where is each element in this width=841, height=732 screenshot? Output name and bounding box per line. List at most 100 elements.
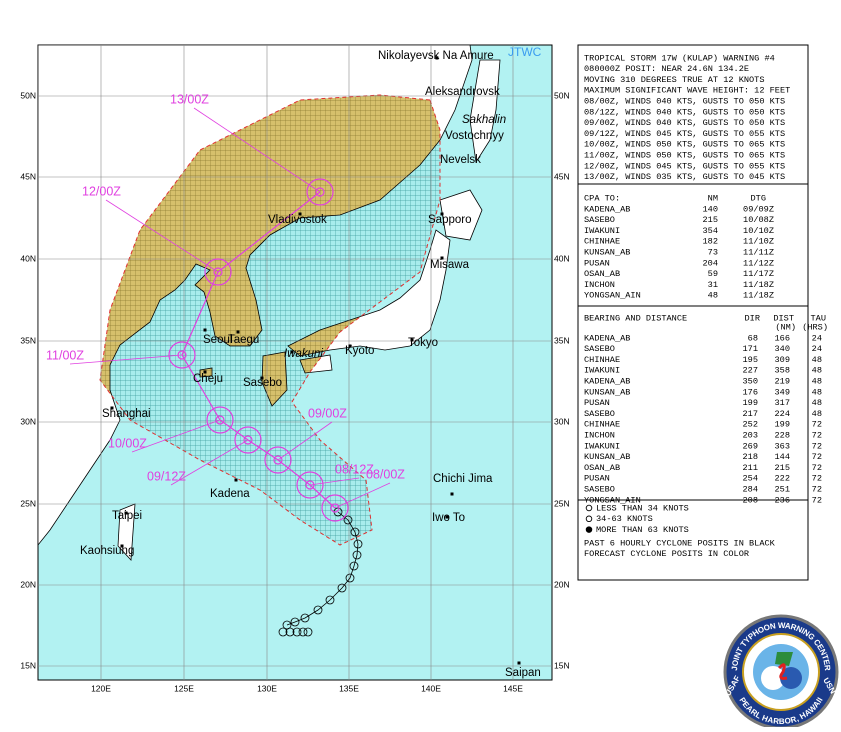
- cpa-nm: 182: [703, 237, 718, 247]
- bearing-dir: 203: [743, 430, 758, 440]
- cpa-site: OSAN_AB: [584, 269, 620, 279]
- forecast-label: 08/12Z: [335, 462, 374, 476]
- place-dot: [440, 212, 444, 216]
- forecast-leader: [131, 419, 221, 453]
- cpa-site: CHINHAE: [584, 237, 620, 247]
- bearing-dir: 227: [743, 366, 758, 376]
- cpa-dtg: 10/10Z: [743, 226, 774, 236]
- past-posit: [313, 605, 323, 615]
- forecast-label: 09/00Z: [308, 406, 347, 420]
- cpa-site: SASEBO: [584, 215, 615, 225]
- bearing-dist: 358: [775, 366, 790, 376]
- forecast-label: 09/12Z: [147, 469, 186, 483]
- bearing-tau: 24: [812, 344, 822, 354]
- bearing-dir: 68: [748, 333, 758, 343]
- bearing-dist: 215: [775, 463, 790, 473]
- forecast-leader: [105, 199, 219, 273]
- bearing-dist: 224: [775, 409, 790, 419]
- place-label: Sakhalin: [462, 114, 506, 126]
- bearing-dir: 195: [743, 355, 758, 365]
- forecast-posit: [305, 480, 315, 490]
- bearing-dir: 211: [743, 463, 758, 473]
- place-label: Seoul: [203, 334, 232, 346]
- forecast-leader: [277, 421, 333, 461]
- bearing-tau: 72: [812, 452, 822, 462]
- cpa-site: IWAKUNI: [584, 226, 620, 236]
- place-label: Iwakuni: [284, 348, 323, 360]
- place-dot: [236, 330, 240, 334]
- place-label: Kaohsiung: [80, 545, 134, 557]
- warning-line: 080000Z POSIT: NEAR 24.6N 134.2E: [584, 64, 749, 74]
- warning-line: 08/12Z, WINDS 040 KTS, GUSTS TO 050 KTS: [584, 107, 785, 117]
- bearing-site: INCHON: [584, 430, 615, 440]
- legend-symbol: [585, 504, 593, 512]
- forecast-radius: [296, 471, 324, 499]
- legend-item: LESS THAN 34 KNOTS: [596, 503, 689, 513]
- legend-symbol: [585, 515, 593, 523]
- cpa-dtg: 09/09Z: [743, 204, 774, 214]
- bearing-tau: 72: [812, 474, 822, 484]
- bearing-dist: 144: [775, 452, 790, 462]
- forecast-leader: [309, 477, 360, 486]
- cpa-nm: 354: [703, 226, 718, 236]
- forecast-leader: [193, 107, 321, 193]
- forecast-label: 08/00Z: [366, 467, 405, 481]
- warning-line: 09/00Z, WINDS 040 KTS, GUSTS TO 050 KTS: [584, 118, 785, 128]
- forecast-radius: [204, 258, 232, 286]
- past-posit: [349, 561, 359, 571]
- cpa-nm: 48: [708, 291, 718, 301]
- bearing-site: IWAKUNI: [584, 441, 620, 451]
- forecast-posit: [273, 455, 283, 465]
- place-label: Taipei: [112, 510, 142, 522]
- bearing-dist: 309: [775, 355, 790, 365]
- place-label: Iwo To: [432, 512, 465, 524]
- panel-frame: [577, 44, 809, 581]
- bearing-tau: 72: [812, 463, 822, 473]
- place-dot: [517, 661, 521, 665]
- cpa-dtg: 10/08Z: [743, 215, 774, 225]
- bearing-dir: 284: [743, 484, 758, 494]
- place-label: Kyoto: [345, 345, 374, 357]
- bearing-dist: 222: [775, 474, 790, 484]
- place-dot: [124, 511, 128, 515]
- bearing-dist: 251: [775, 484, 790, 494]
- place-label: Misawa: [430, 259, 470, 271]
- past-posit: [325, 595, 335, 605]
- place-dot: [348, 344, 352, 348]
- place-label: Aleksandrovsk: [425, 86, 500, 98]
- warning-line: 10/00Z, WINDS 050 KTS, GUSTS TO 065 KTS: [584, 140, 785, 150]
- agency-label: JTWC: [508, 45, 542, 59]
- bearing-tau: 48: [812, 376, 822, 386]
- cpa-heading: CPA TO:: [584, 193, 620, 203]
- place-label: Shanghai: [102, 408, 151, 420]
- lon-label: 140E: [421, 683, 441, 693]
- cpa-nm: 73: [708, 247, 718, 257]
- forecast-leader: [69, 354, 183, 365]
- lat-label: 35N: [20, 335, 36, 345]
- bearing-tau: 72: [812, 495, 822, 505]
- bearing-dir: 208: [743, 495, 758, 505]
- lon-label: 120E: [91, 683, 111, 693]
- lat-label: 25N: [20, 498, 36, 508]
- past-posit: [300, 613, 310, 623]
- forecast-radius: [321, 494, 349, 522]
- place-dot: [290, 350, 294, 354]
- forecast-label: 10/00Z: [108, 436, 147, 450]
- place-dot: [450, 492, 454, 496]
- lat-label: 35N: [554, 335, 570, 345]
- forecast-label: 13/00Z: [170, 92, 209, 106]
- legend-item: 34-63 KNOTS: [596, 514, 653, 524]
- past-posit: [282, 620, 292, 630]
- bearing-heading: BEARING AND DISTANCE: [584, 313, 687, 323]
- place-label: Nikolayevsk Na Amure: [378, 50, 494, 62]
- bearing-site: SASEBO: [584, 344, 615, 354]
- legend-symbol: [585, 526, 593, 533]
- cpa-site: KUNSAN_AB: [584, 247, 630, 257]
- past-posit: [345, 573, 355, 583]
- lat-label: 20N: [554, 579, 570, 589]
- bearing-tau: 48: [812, 387, 822, 397]
- place-label: Tokyo: [408, 337, 438, 349]
- lat-label: 15N: [554, 660, 570, 670]
- bearing-site: CHINHAE: [584, 420, 620, 430]
- bearing-site: SASEBO: [584, 484, 615, 494]
